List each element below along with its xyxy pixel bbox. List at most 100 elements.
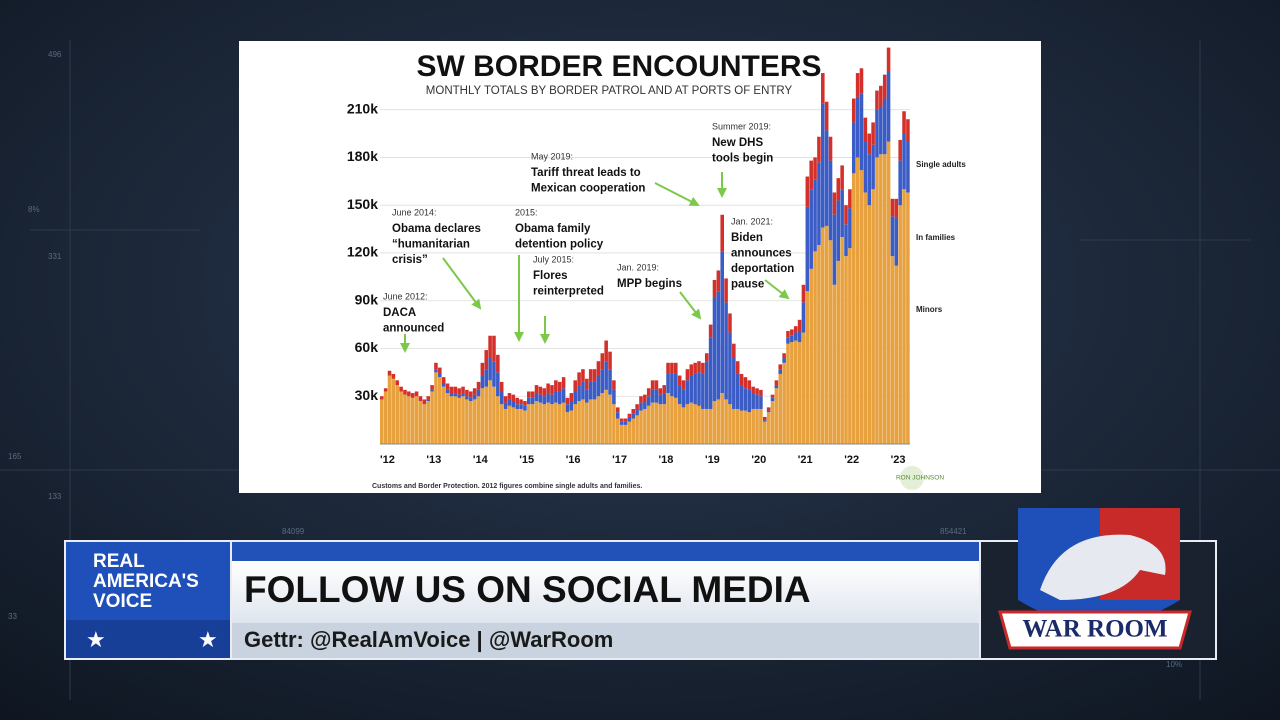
bar-segment	[596, 375, 601, 397]
bar-segment	[793, 332, 798, 341]
arrow	[764, 279, 790, 300]
annotation-text: detention policy	[515, 239, 604, 251]
bar-segment	[538, 394, 543, 403]
bar-segment	[882, 98, 887, 155]
bar-segment	[828, 240, 833, 444]
bar-segment	[685, 369, 690, 381]
bar-segment	[848, 248, 852, 444]
bar-segment	[639, 402, 643, 411]
headline: FOLLOW US ON SOCIAL MEDIA	[244, 569, 811, 610]
annotation-text: announced	[383, 323, 444, 335]
bar-segment	[472, 399, 477, 444]
bar-segment	[879, 106, 883, 155]
bar-segment	[890, 256, 895, 444]
annotation-text: announces	[731, 248, 792, 260]
bar-segment	[813, 251, 817, 444]
bar-segment	[697, 361, 701, 373]
bar-segment	[701, 362, 705, 374]
bar-segment	[496, 354, 500, 373]
bar-segment	[480, 362, 485, 376]
bar-segment	[674, 397, 678, 444]
x-tick-label: '13	[426, 454, 441, 466]
headline-strip	[232, 542, 979, 561]
bar-segment	[503, 408, 508, 444]
bar-segment	[685, 404, 690, 444]
bar-segment	[759, 396, 763, 409]
bar-segment	[534, 401, 539, 444]
bar-segment	[407, 396, 411, 444]
bar-segment	[732, 343, 736, 359]
headline-band	[232, 561, 979, 623]
handles-band	[232, 623, 979, 658]
bar-segment	[759, 389, 763, 397]
bar-segment	[844, 256, 848, 444]
bar-segment	[453, 393, 458, 397]
bar-segment	[654, 380, 659, 390]
bar-segment	[530, 404, 535, 444]
bar-segment	[782, 362, 786, 444]
bar-segment	[608, 394, 612, 444]
bar-segment	[619, 424, 624, 444]
bar-segment	[805, 291, 810, 444]
bar-segment	[728, 332, 732, 405]
bar-segment	[542, 388, 547, 397]
bar-segment	[886, 141, 891, 444]
logo-mark	[900, 466, 924, 490]
bar-segment	[677, 385, 682, 405]
x-tick-label: '15	[519, 454, 534, 466]
bar-segment	[569, 410, 574, 444]
bar-segment	[542, 396, 547, 405]
bar-segment	[588, 399, 593, 444]
bar-segment	[468, 397, 473, 402]
bar-segment	[527, 391, 531, 398]
legend-label: In families	[916, 233, 956, 242]
bar-segment	[720, 214, 724, 252]
bar-segment	[507, 399, 512, 406]
bar-segment	[871, 144, 875, 190]
arrow	[442, 257, 482, 310]
bar-segment	[561, 402, 566, 444]
bar-segment	[697, 372, 701, 406]
bar-segment	[875, 157, 879, 444]
bar-segment	[422, 404, 427, 444]
bar-segment	[840, 189, 844, 238]
bar-segment	[441, 386, 446, 444]
bar-segment	[832, 192, 837, 215]
annotation-text: New DHS	[712, 137, 763, 149]
bar-segment	[426, 399, 430, 402]
logo-text: RON JOHNSON	[896, 475, 944, 482]
bar-segment	[457, 388, 461, 395]
bar-segment	[867, 205, 872, 444]
handles: Gettr: @RealAmVoice | @WarRoom	[244, 627, 613, 652]
bar-segment	[732, 408, 736, 444]
bar-segment	[886, 71, 891, 142]
bar-segment	[445, 393, 450, 444]
bar-segment	[484, 369, 489, 387]
bar-segment	[538, 386, 543, 395]
bar-segment	[383, 391, 388, 444]
bar-segment	[797, 330, 802, 343]
bar-segment	[855, 157, 860, 444]
bar-segment	[615, 412, 620, 419]
background-labels: 165	[8, 452, 22, 461]
bar-segment	[488, 335, 492, 359]
background-labels: 8%	[28, 205, 40, 214]
bar-segment	[623, 421, 628, 425]
x-tick-label: '22	[844, 454, 859, 466]
arrow	[679, 291, 702, 320]
bar-segment	[499, 391, 504, 405]
annotation-date: Jan. 2019:	[617, 262, 659, 272]
chart-subtitle: MONTHLY TOTALS BY BORDER PATROL AND AT P…	[426, 85, 793, 97]
bar-segment	[670, 362, 674, 374]
bar-segment	[701, 408, 705, 444]
bar-segment	[565, 412, 570, 444]
bar-segment	[762, 421, 767, 444]
bar-segment	[380, 399, 384, 444]
bar-segment	[438, 377, 442, 444]
bar-segment	[484, 350, 489, 370]
bar-segment	[755, 388, 759, 395]
bar-segment	[600, 393, 605, 444]
bar-segment	[894, 217, 899, 266]
bar-segment	[704, 408, 709, 444]
bar-segment	[445, 389, 450, 394]
